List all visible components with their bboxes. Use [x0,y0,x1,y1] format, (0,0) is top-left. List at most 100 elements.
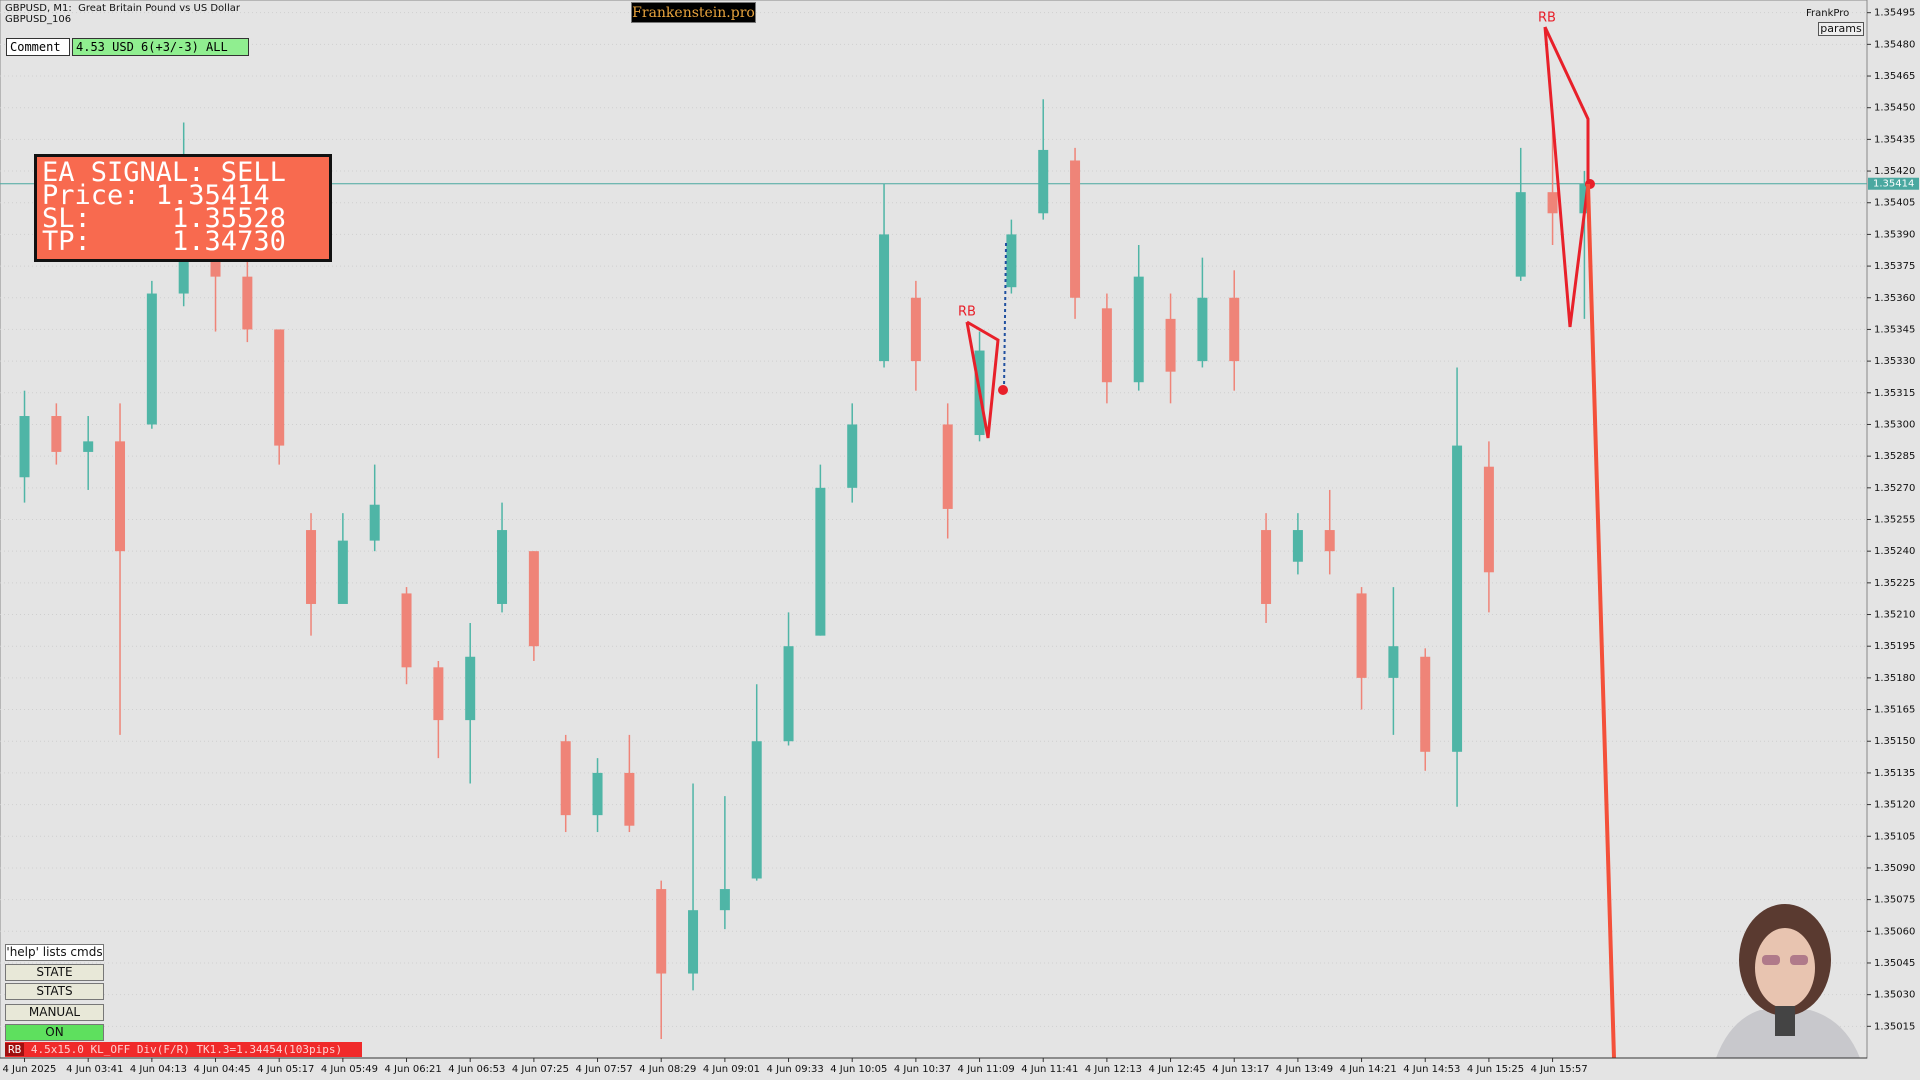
x-tick-label: 4 Jun 14:21 [1340,1064,1397,1075]
y-tick-label: 1.35135 [1874,768,1915,779]
y-tick-label: 1.35390 [1874,229,1915,240]
x-tick-label: 4 Jun 05:49 [321,1064,378,1075]
candle-body [1006,234,1017,288]
candle-body [783,646,794,742]
x-tick-label: 4 Jun 03:41 [66,1064,123,1075]
candle-body [1292,530,1303,562]
help-button[interactable]: 'help' lists cmds [5,944,104,961]
y-tick-label: 1.35435 [1874,134,1915,145]
y-tick-label: 1.35075 [1874,895,1915,906]
y-tick-label: 1.35270 [1874,483,1915,494]
candle-body [19,416,30,478]
y-tick-label: 1.35195 [1874,641,1915,652]
y-tick-label: 1.35375 [1874,261,1915,272]
y-tick-label: 1.35330 [1874,356,1915,367]
comment-value: 4.53 USD 6(+3/-3) ALL [72,38,249,56]
candle-body [1038,149,1049,214]
candle-body [751,741,762,879]
symbol-title: GBPUSD, M1: Great Britain Pound vs US Do… [5,3,240,14]
stats-button[interactable]: STATS [5,983,104,1000]
params-button[interactable]: params [1818,22,1864,36]
x-tick-label: 4 Jun 04:13 [130,1064,187,1075]
on-button[interactable]: ON [5,1024,104,1041]
candle-body [274,329,285,446]
candle-body [1515,192,1526,277]
y-tick-label: 1.35225 [1874,578,1915,589]
candle-body [369,504,380,541]
avatar-neck [1775,1006,1795,1036]
y-tick-label: 1.35060 [1874,926,1915,937]
candle-body [1070,160,1081,298]
candle-body [337,540,348,604]
candle-body [560,741,571,816]
y-tick-label: 1.35090 [1874,863,1915,874]
x-tick-label: 4 Jun 15:25 [1467,1064,1524,1075]
projection-line [1586,183,1616,1059]
candle-body [115,441,126,552]
x-tick-label: 4 Jun 08:29 [639,1064,696,1075]
candle-body [592,772,603,816]
candle-body [1420,656,1431,752]
candle-body [465,656,476,721]
comment-label: Comment [6,38,70,56]
x-tick-label: 4 Jun 10:05 [830,1064,887,1075]
signal-marker [998,385,1008,395]
state-button[interactable]: STATE [5,964,104,981]
y-tick-label: 1.35120 [1874,800,1915,811]
y-tick-label: 1.35165 [1874,705,1915,716]
status-tag: RB [5,1043,25,1056]
y-tick-label: 1.35480 [1874,39,1915,50]
x-tick-label: 4 Jun 13:49 [1276,1064,1333,1075]
avatar-face [1755,928,1815,1008]
x-tick-label: 4 Jun 11:09 [958,1064,1015,1075]
candle-body [688,910,699,974]
y-tick-label: 1.35495 [1874,8,1915,19]
candle-body [51,416,62,452]
y-tick-label: 1.35450 [1874,103,1915,114]
candle-body [879,234,890,362]
y-tick-label: 1.35465 [1874,71,1915,82]
candle-body [1452,445,1463,752]
candle-body [1324,530,1335,552]
avatar-glasses [1762,955,1780,965]
candle-body [1261,530,1272,604]
candle-body [306,530,317,604]
status-text: 4.5x15.0 KL_OFF Div(F/R) TK1.3=1.34454(1… [30,1043,343,1056]
candle-body [178,234,189,294]
avatar [1716,904,1860,1058]
candle-body [624,772,635,826]
candle-body [656,889,667,974]
current-price-label: 1.35414 [1873,179,1914,190]
signal-line: TP: 1.34730 [42,226,286,257]
x-tick-label: 4 Jun 05:17 [257,1064,314,1075]
candle-body [719,889,730,911]
candle-body [942,424,953,509]
candle-body [1133,276,1144,383]
y-tick-label: 1.35015 [1874,1021,1915,1032]
candle-body [1388,646,1399,678]
candle-body [497,530,508,604]
x-tick-label: 4 Jun 15:57 [1531,1064,1588,1075]
x-tick-label: 4 Jun 07:25 [512,1064,569,1075]
x-tick-label: 4 Jun 13:17 [1212,1064,1269,1075]
candle-body [242,276,253,330]
x-tick-label: 4 Jun 11:41 [1021,1064,1078,1075]
candle-body [401,593,412,668]
manual-button[interactable]: MANUAL [5,1004,104,1021]
avatar-glasses [1790,955,1808,965]
y-tick-label: 1.35255 [1874,514,1915,525]
y-tick-label: 1.35345 [1874,324,1915,335]
y-tick-label: 1.35405 [1874,198,1915,209]
candle-body [1547,192,1558,214]
y-tick-label: 1.35030 [1874,990,1915,1001]
signal-line: SL: 1.35528 [42,203,286,234]
entry-link [1003,242,1007,391]
x-tick-label: 4 Jun 14:53 [1403,1064,1460,1075]
candle-body [1165,318,1176,372]
current-price-box [1868,177,1919,190]
y-tick-label: 1.35240 [1874,546,1915,557]
candle-body [847,424,858,488]
